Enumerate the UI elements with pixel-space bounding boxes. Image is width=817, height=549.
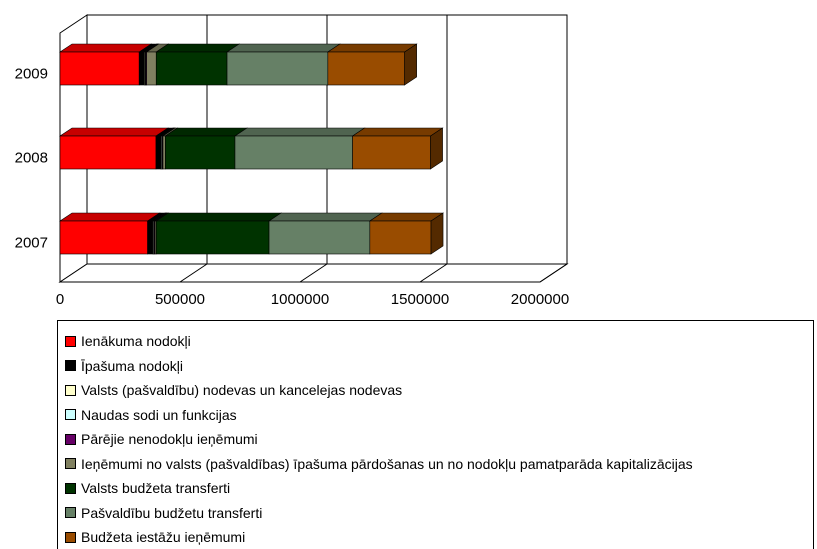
bar-segment-top: [59, 127, 169, 137]
bar-stack-2007: [59, 212, 445, 255]
legend-item: Budžeta iestāžu ieņēmumi: [65, 528, 245, 546]
x-tick-label: 1000000: [271, 291, 329, 308]
bar-segment: [352, 135, 431, 170]
bar-segment: [226, 51, 329, 86]
legend-swatch: [65, 384, 76, 396]
bar-segment-top: [368, 212, 445, 222]
bar-end-face: [430, 127, 443, 170]
legend-swatch: [65, 335, 76, 347]
bar-segment: [268, 220, 371, 255]
legend-swatch: [65, 458, 76, 469]
legend-swatch: [65, 531, 76, 543]
legend-swatch: [65, 360, 76, 371]
bar-segment: [138, 51, 145, 86]
bar-segment: [59, 220, 148, 255]
x-tick-label: 0: [56, 291, 64, 308]
x-tick-label: 2000000: [511, 291, 569, 308]
x-tick-label: 1500000: [391, 291, 449, 308]
bar-segment: [147, 220, 154, 255]
legend-swatch: [65, 409, 76, 420]
y-tick-label: 2007: [15, 235, 48, 252]
legend-label: Naudas sodi un funkcijas: [81, 406, 237, 423]
legend-swatch: [65, 482, 76, 494]
legend-label: Ienākuma nodokļi: [81, 333, 191, 349]
legend-item: Pašvaldību budžetu transferti: [65, 504, 262, 522]
bar-stack-2008: [59, 127, 444, 170]
legend-item: Īpašuma nodokļi: [65, 357, 183, 375]
legend-item: Ieņēmumi no valsts (pašvaldības) īpašuma…: [65, 455, 693, 473]
bar-segment-top: [59, 212, 161, 222]
bar-segment: [369, 220, 432, 255]
legend-label: Budžeta iestāžu ieņēmumi: [81, 529, 246, 545]
legend-item: Valsts budžeta transferti: [65, 479, 230, 497]
legend-label: Pašvaldību budžetu transferti: [81, 504, 263, 521]
legend-label: Pārējie nenodokļu ieņēmumi: [81, 431, 258, 447]
legend-item: Ienākuma nodokļi: [65, 332, 191, 350]
legend-item: Naudas sodi un funkcijas: [65, 406, 237, 424]
legend-label: Valsts budžeta transferti: [81, 480, 231, 496]
bar-segment-top: [226, 43, 341, 53]
y-tick-labels: 2009 2008 2007: [15, 66, 48, 252]
bar-segment-top: [326, 43, 418, 53]
bar-segment: [234, 135, 353, 170]
floor-gridline: [299, 263, 328, 283]
legend-item: Valsts (pašvaldību) nodevas un kanceleja…: [65, 381, 402, 399]
legend-swatch: [65, 433, 76, 445]
bar-segment-top: [155, 212, 283, 222]
bar-segment: [155, 135, 162, 170]
bar-segment: [59, 51, 140, 86]
bar-segment: [146, 51, 157, 86]
bar-segment-top: [164, 127, 248, 137]
bars: [59, 43, 445, 255]
bar-segment-top: [351, 127, 444, 137]
y-tick-label: 2009: [15, 66, 48, 83]
bar-segment-top: [268, 212, 383, 222]
legend-label: Ieņēmumi no valsts (pašvaldības) īpašuma…: [81, 455, 693, 472]
y-tick-label: 2008: [15, 150, 48, 167]
bar-segment-top: [59, 43, 153, 53]
legend-item: Pārējie nenodokļu ieņēmumi: [65, 430, 258, 448]
bar-end-face: [430, 212, 444, 255]
floor-gridline: [539, 263, 568, 283]
bar-segment: [155, 220, 270, 255]
bar-segment-top: [155, 43, 241, 53]
x-tick-label: 500000: [155, 291, 205, 308]
legend-label: Valsts (pašvaldību) nodevas un kanceleja…: [81, 382, 403, 398]
floor-gridline: [179, 263, 208, 283]
bar-end-face: [404, 43, 417, 86]
bar-segment: [155, 51, 228, 86]
bar-segment: [327, 51, 405, 86]
bar-stack-2009: [59, 43, 418, 86]
bar-segment: [162, 135, 166, 170]
stacked-bar-chart: 0 500000 1000000 1500000 2000000 20092008200…: [15, 14, 569, 308]
legend-swatch: [65, 507, 76, 518]
bar-segment-top: [233, 127, 366, 137]
bar-segment: [59, 135, 157, 170]
legend-label: Īpašuma nodokļi: [81, 357, 183, 374]
floor-gridline: [419, 263, 448, 283]
x-tick-labels: 0 500000 1000000 1500000 2000000: [56, 291, 569, 308]
legend: Ienākuma nodokļi Īpašuma nodokļi Valsts (p…: [57, 320, 814, 549]
bar-segment: [165, 135, 236, 170]
